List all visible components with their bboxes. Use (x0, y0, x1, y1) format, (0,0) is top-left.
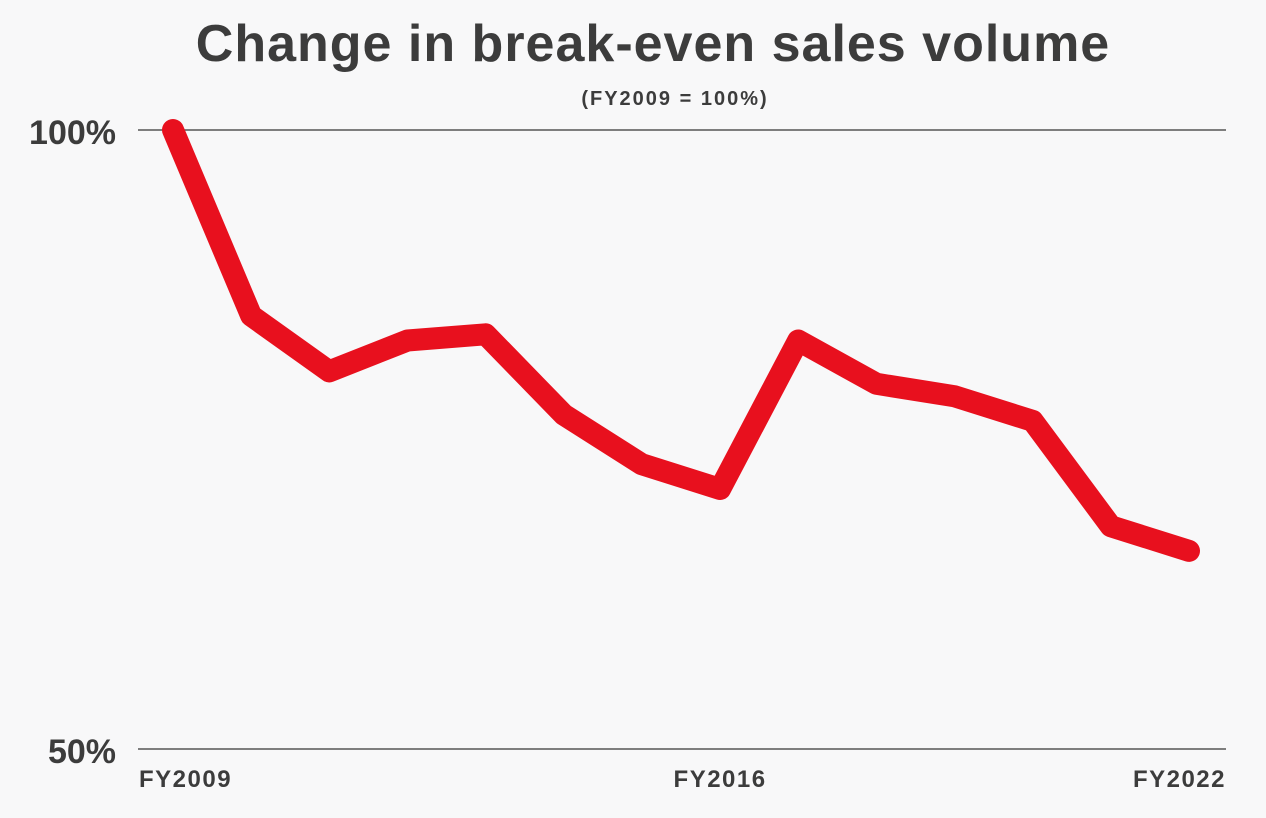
x-tick-label: FY2022 (1133, 766, 1226, 793)
y-tick-label: 50% (48, 733, 116, 771)
x-tick-label: FY2016 (674, 766, 767, 793)
y-tick-label: 100% (29, 114, 116, 152)
chart-subtitle: (FY2009 = 100%) (581, 88, 769, 110)
series-line (162, 119, 1200, 562)
x-tick-label: FY2009 (139, 766, 232, 793)
chart-title: Change in break-even sales volume (195, 15, 1111, 73)
